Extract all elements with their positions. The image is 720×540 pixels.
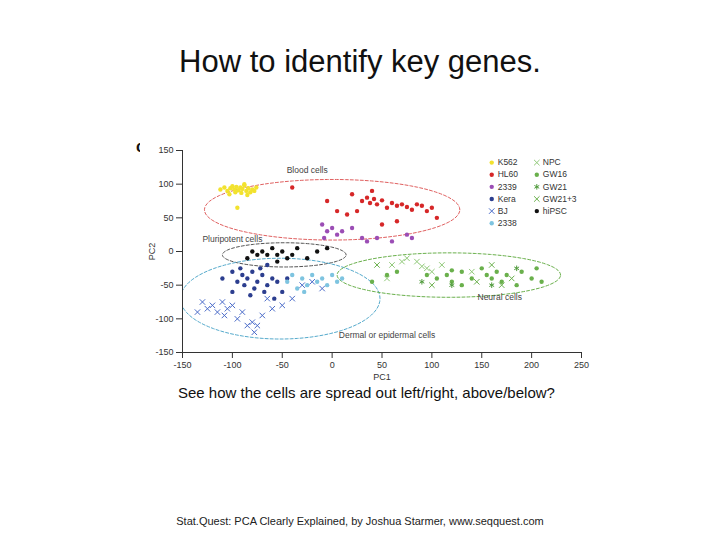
svg-text:-150: -150 <box>173 360 191 370</box>
svg-text:-100: -100 <box>155 314 173 324</box>
svg-text:GW21+3: GW21+3 <box>543 194 577 204</box>
svg-text:PC2: PC2 <box>147 243 157 261</box>
svg-text:BJ: BJ <box>498 206 508 216</box>
html-text:How to identify key genes.: How to identify key genes. <box>179 44 541 79</box>
svg-text:hiPSC: hiPSC <box>543 206 567 216</box>
svg-text:0: 0 <box>330 360 335 370</box>
svg-text:50: 50 <box>377 360 387 370</box>
svg-text:K562: K562 <box>498 157 518 167</box>
html-text:c: c <box>136 138 145 155</box>
svg-text:-50: -50 <box>276 360 289 370</box>
svg-text:-150: -150 <box>155 347 173 357</box>
svg-text:Kera: Kera <box>498 194 516 204</box>
svg-text:200: 200 <box>524 360 539 370</box>
svg-text:100: 100 <box>424 360 439 370</box>
html-text:Stat.Quest: PCA Clearly Explai: Stat.Quest: PCA Clearly Explained, by Jo… <box>176 515 544 527</box>
svg-text:0: 0 <box>168 246 173 256</box>
svg-text:NPC: NPC <box>543 157 561 167</box>
svg-text:PC1: PC1 <box>373 372 391 382</box>
svg-text:Dermal or epidermal cells: Dermal or epidermal cells <box>339 330 435 340</box>
svg-text:100: 100 <box>158 179 173 189</box>
svg-text:Pluripotent cells: Pluripotent cells <box>202 234 262 244</box>
svg-text:GW21: GW21 <box>543 182 567 192</box>
svg-text:150: 150 <box>158 145 173 155</box>
svg-text:250: 250 <box>574 360 589 370</box>
svg-text:-100: -100 <box>223 360 241 370</box>
svg-text:GW16: GW16 <box>543 169 567 179</box>
svg-text:2339: 2339 <box>498 182 517 192</box>
svg-text:-50: -50 <box>160 280 173 290</box>
svg-text:150: 150 <box>474 360 489 370</box>
svg-text:2338: 2338 <box>498 218 517 228</box>
svg-text:50: 50 <box>163 213 173 223</box>
svg-text:Blood cells: Blood cells <box>287 165 328 175</box>
svg-text:HL60: HL60 <box>498 169 519 179</box>
html-text:See how the cells are spread o: See how the cells are spread out left/ri… <box>178 384 555 401</box>
svg-text:Neural cells: Neural cells <box>478 292 522 302</box>
